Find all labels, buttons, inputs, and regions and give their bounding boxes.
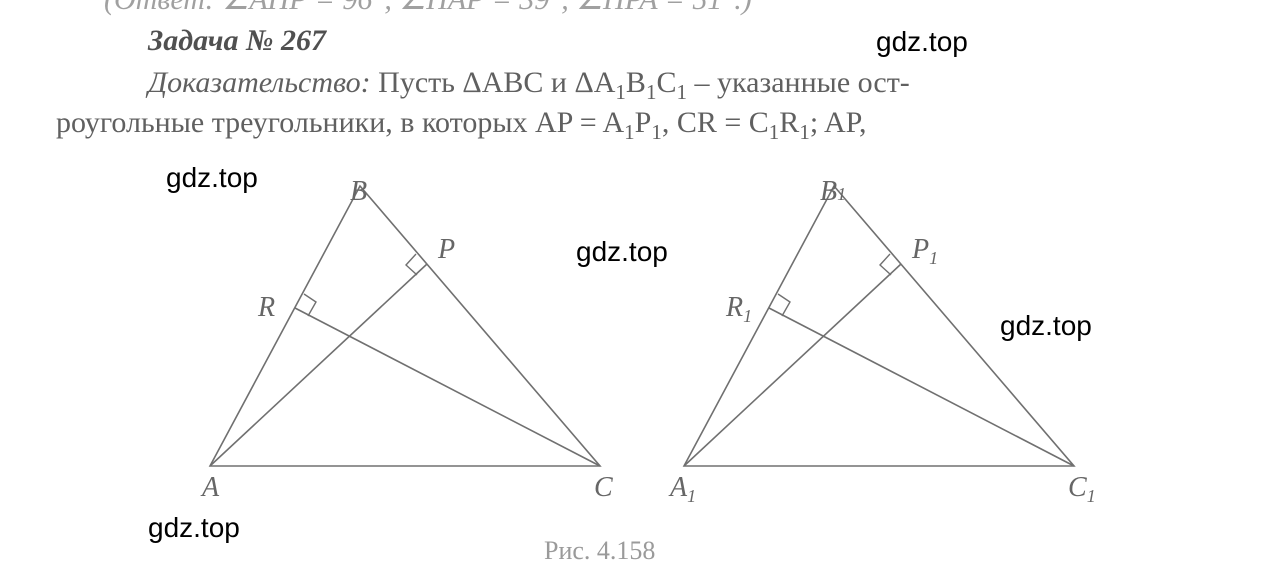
triangle-abc <box>210 186 600 466</box>
proof-l1-c: C <box>656 66 676 99</box>
sub-b1: 1 <box>646 80 657 104</box>
triangle-left: A B C R P <box>180 176 640 516</box>
figure-caption: Рис. 4.158 <box>544 536 655 566</box>
label-p1: P1 <box>911 234 938 268</box>
altitude-ap <box>210 264 427 466</box>
label-c1: C1 <box>1068 472 1096 506</box>
sub-r1: 1 <box>799 120 810 144</box>
proof-l2-cr: , CR = C <box>662 106 769 139</box>
label-b: B <box>350 176 367 207</box>
triangle-right: A1 B1 C1 R1 P1 <box>654 176 1124 516</box>
proof-l1-a: Пусть ΔABC и ΔA <box>371 66 616 99</box>
triangle-left-svg: A B C R P <box>180 176 640 516</box>
label-a: A <box>200 472 220 503</box>
triangle-right-svg: A1 B1 C1 R1 P1 <box>654 176 1124 516</box>
sub-p1: 1 <box>651 120 662 144</box>
label-r1: R1 <box>725 292 752 326</box>
proof-l2-r: R <box>779 106 799 139</box>
page-root: { "previous_answer": "(Ответ: ∠AHP = 96°… <box>0 0 1264 574</box>
problem-title: Задача № 267 <box>148 24 326 58</box>
watermark-top-right: gdz.top <box>876 26 968 58</box>
altitude-cr <box>295 308 600 466</box>
label-p: P <box>437 234 455 265</box>
proof-line-2: роугольные треугольники, в которых AP = … <box>56 106 867 145</box>
altitude-c1r1 <box>769 308 1074 466</box>
sub-a1: 1 <box>615 80 626 104</box>
sub-c1: 1 <box>676 80 687 104</box>
sub-c1r: 1 <box>769 120 780 144</box>
proof-l2-ap: ; AP, <box>810 106 867 139</box>
proof-l2-p: P <box>635 106 652 139</box>
sub-a1p: 1 <box>624 120 635 144</box>
label-b1: B1 <box>820 176 846 207</box>
label-a1: A1 <box>668 472 696 506</box>
altitude-a1p1 <box>684 264 901 466</box>
triangle-a1b1c1 <box>684 186 1074 466</box>
proof-line-1: Доказательство: Пусть ΔABC и ΔA1B1C1 – у… <box>148 66 910 105</box>
proof-l1-tail: – указанные ост- <box>687 66 910 99</box>
proof-l2-a: роугольные треугольники, в которых AP = … <box>56 106 624 139</box>
previous-answer-line: (Ответ: ∠AHP = 96°, ∠HAP = 39°, ∠HPA = 5… <box>104 0 752 17</box>
label-c: C <box>594 472 613 503</box>
right-angle-p <box>406 254 417 275</box>
label-r: R <box>257 292 275 323</box>
proof-label: Доказательство: <box>148 66 371 99</box>
proof-l1-b: B <box>626 66 646 99</box>
watermark-bottom-left: gdz.top <box>148 512 240 544</box>
right-angle-p1 <box>880 254 891 275</box>
